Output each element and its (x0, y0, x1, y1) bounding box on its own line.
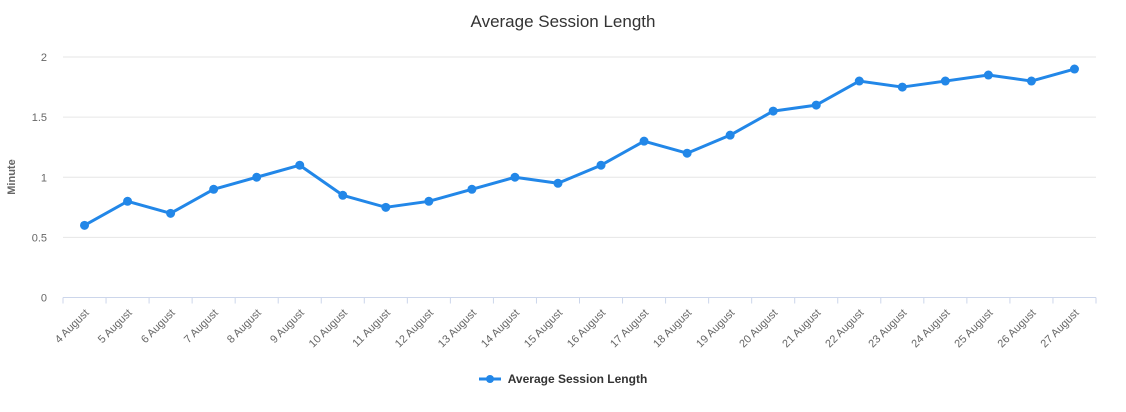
data-point[interactable] (897, 82, 907, 92)
data-point[interactable] (381, 202, 391, 212)
legend-label: Average Session Length (507, 372, 648, 386)
x-axis-label: 21 August (780, 307, 823, 350)
x-axis-label: 11 August (350, 307, 393, 350)
x-axis-label: 25 August (952, 307, 995, 350)
data-point[interactable] (295, 160, 305, 170)
data-point[interactable] (725, 130, 735, 140)
x-axis-label: 18 August (651, 307, 694, 350)
x-axis-label: 22 August (823, 307, 866, 350)
x-axis-label: 20 August (737, 307, 780, 350)
data-point[interactable] (123, 196, 133, 206)
data-point[interactable] (209, 184, 219, 194)
x-axis-label: 9 August (268, 307, 307, 346)
data-point[interactable] (811, 100, 821, 110)
legend-marker-icon (478, 375, 501, 383)
data-point[interactable] (639, 136, 649, 146)
x-axis-label: 5 August (96, 307, 135, 346)
data-point[interactable] (854, 76, 864, 86)
data-point[interactable] (596, 160, 606, 170)
data-point[interactable] (424, 196, 434, 206)
data-point[interactable] (467, 184, 477, 194)
y-axis-tick-label: 1.5 (32, 112, 47, 124)
data-point[interactable] (510, 172, 520, 182)
x-axis-label: 17 August (608, 307, 651, 350)
x-axis-label: 4 August (53, 307, 92, 346)
data-point[interactable] (553, 178, 563, 188)
data-point[interactable] (1026, 76, 1036, 86)
data-point[interactable] (1069, 64, 1079, 74)
legend-item-average-session-length[interactable]: Average Session Length (478, 372, 648, 386)
x-axis-label: 24 August (909, 307, 952, 350)
x-axis-label: 13 August (436, 307, 479, 350)
y-axis-tick-label: 2 (41, 52, 47, 64)
series-line (83, 67, 1076, 227)
data-point[interactable] (983, 70, 993, 80)
x-axis-label: 6 August (139, 307, 178, 346)
data-point[interactable] (166, 208, 176, 218)
x-axis-label: 7 August (182, 307, 221, 346)
data-point[interactable] (252, 172, 262, 182)
x-axis-label: 12 August (393, 307, 436, 350)
x-axis-label: 26 August (995, 307, 1038, 350)
y-axis-tick-label: 0.5 (32, 232, 47, 244)
x-axis-label: 19 August (694, 307, 737, 350)
data-point[interactable] (682, 148, 692, 158)
x-axis-label: 15 August (522, 307, 565, 350)
data-point[interactable] (940, 76, 950, 86)
data-point[interactable] (80, 220, 90, 230)
y-axis-tick-label: 0 (41, 293, 47, 305)
y-axis-tick-label: 1 (41, 172, 47, 184)
x-axis-label: 23 August (866, 307, 909, 350)
x-axis-label: 16 August (565, 307, 608, 350)
chart-title: Average Session Length (470, 12, 656, 31)
x-axis-label: 10 August (307, 307, 350, 350)
data-point[interactable] (768, 106, 778, 116)
x-axis-label: 14 August (479, 307, 522, 350)
x-axis-label: 27 August (1039, 307, 1082, 350)
x-axis-label: 8 August (225, 307, 264, 346)
legend: Average Session Length (0, 372, 1126, 386)
data-point[interactable] (338, 190, 348, 200)
